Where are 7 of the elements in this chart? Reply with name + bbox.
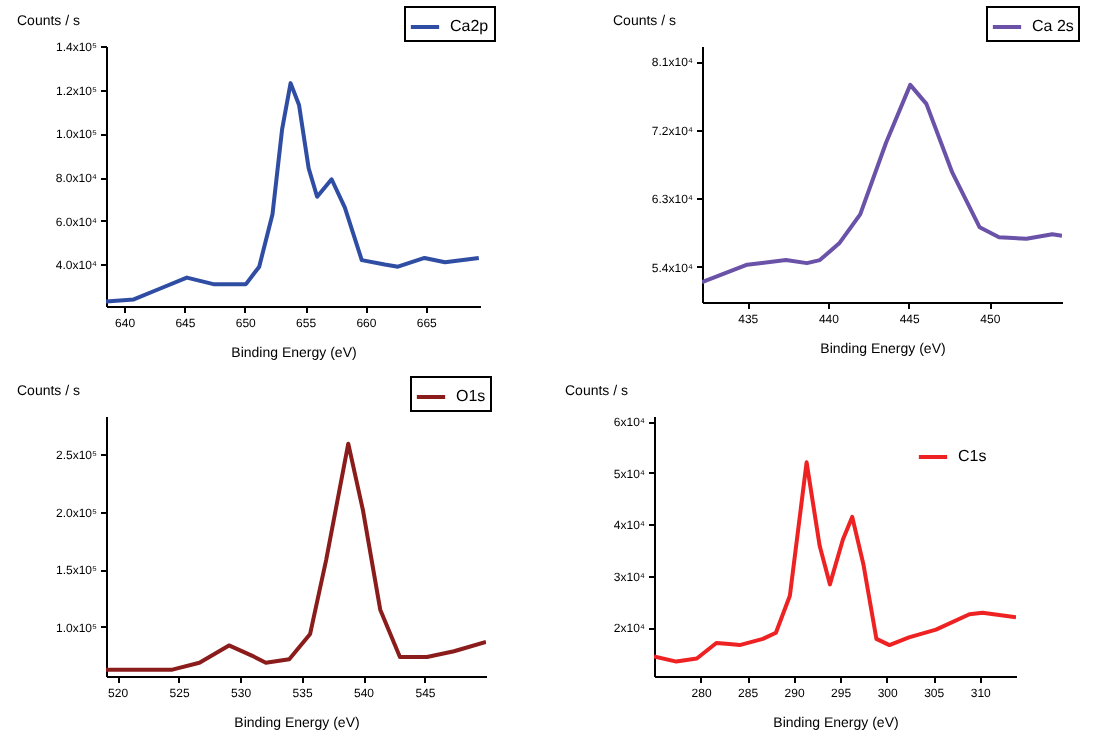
legend-label: C1s <box>958 447 987 465</box>
legend-label: Ca2p <box>450 17 490 35</box>
line-series <box>702 82 1062 285</box>
legend-label: Ca 2s <box>1032 17 1074 35</box>
line-series <box>654 460 1016 664</box>
legend-label: O1s <box>456 387 486 405</box>
line-series <box>106 441 486 672</box>
